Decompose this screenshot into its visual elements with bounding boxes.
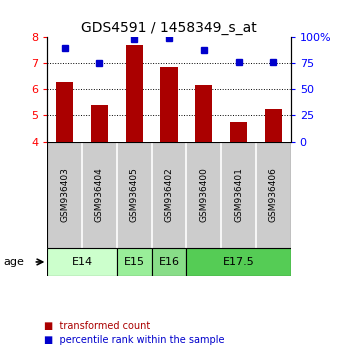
Bar [265,109,282,142]
Text: GSM936402: GSM936402 [165,167,173,222]
Text: age: age [3,257,24,267]
Bar [195,85,213,142]
Bar [47,248,117,276]
Text: GSM936405: GSM936405 [130,167,139,222]
Text: GSM936406: GSM936406 [269,167,278,222]
Bar [160,67,178,142]
Text: ■  percentile rank within the sample: ■ percentile rank within the sample [44,335,224,345]
Text: GSM936400: GSM936400 [199,167,208,222]
Text: E16: E16 [159,257,179,267]
Text: E14: E14 [72,257,93,267]
Text: E15: E15 [124,257,145,267]
Bar [186,248,291,276]
Title: GDS4591 / 1458349_s_at: GDS4591 / 1458349_s_at [81,21,257,35]
Text: E17.5: E17.5 [223,257,255,267]
Text: GSM936404: GSM936404 [95,167,104,222]
Bar [117,248,152,276]
Text: GSM936403: GSM936403 [60,167,69,222]
Bar [125,45,143,142]
Bar [230,122,247,142]
Bar [152,248,186,276]
Text: GSM936401: GSM936401 [234,167,243,222]
Bar [91,105,108,142]
Text: ■  transformed count: ■ transformed count [44,321,150,331]
Bar [56,81,73,142]
